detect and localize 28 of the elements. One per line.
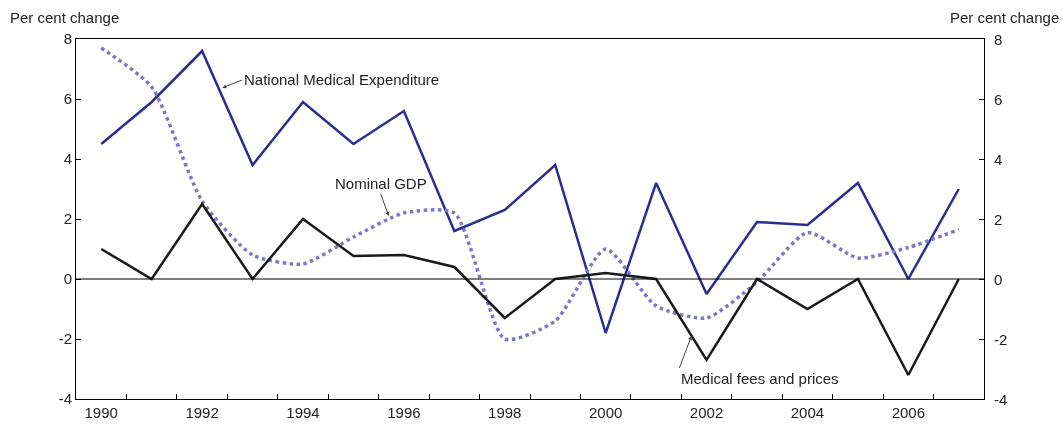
y-tick-label: -2 <box>58 330 72 348</box>
annotation: Medical fees and prices <box>681 370 839 387</box>
x-tick-label: 1992 <box>185 404 219 421</box>
y-tick-label: 0 <box>63 270 72 288</box>
y2-tick-label: 6 <box>994 91 1003 108</box>
annotation: National Medical Expenditure <box>244 71 440 88</box>
x-tick-label: 1998 <box>488 404 522 421</box>
y-tick-label: 4 <box>63 150 72 168</box>
y2-tick-label: 2 <box>994 211 1003 228</box>
y-tick-label: 8 <box>63 30 72 48</box>
x-tick-label: 1994 <box>286 404 320 421</box>
annotation: Nominal GDP <box>335 175 427 192</box>
y2-tick-label: -2 <box>994 331 1008 348</box>
x-tick-label: 2000 <box>588 404 623 421</box>
x-tick-label: 1996 <box>387 404 421 421</box>
y-axis-title: Per cent change <box>10 9 120 26</box>
y2-tick-label: 4 <box>994 151 1003 168</box>
y2-axis-title: Per cent change <box>950 9 1060 26</box>
y-tick-label: 2 <box>63 210 72 228</box>
x-tick-label: 2004 <box>790 404 825 421</box>
y-tick-label: 6 <box>63 90 72 108</box>
y2-tick-label: -4 <box>994 391 1008 408</box>
y2-tick-label: 8 <box>994 31 1003 48</box>
y2-tick-label: 0 <box>994 271 1003 288</box>
x-tick-label: 2006 <box>891 404 926 421</box>
x-tick-label: 2002 <box>689 404 724 421</box>
y-tick-label: -4 <box>58 390 72 408</box>
x-tick-label: 1990 <box>84 404 118 421</box>
